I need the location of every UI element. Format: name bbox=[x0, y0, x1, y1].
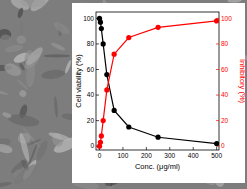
texture bbox=[44, 54, 71, 57]
texture bbox=[18, 89, 28, 99]
y2-tick bbox=[216, 120, 219, 121]
texture bbox=[52, 20, 72, 37]
y-tick-label: 80 bbox=[87, 40, 95, 47]
x-tick bbox=[122, 147, 123, 150]
plot-frame bbox=[96, 12, 219, 150]
y2-tick-label: 0 bbox=[221, 142, 225, 149]
y-tick bbox=[96, 120, 99, 121]
y2-tick bbox=[216, 95, 219, 96]
series-marker bbox=[112, 108, 117, 113]
series-marker bbox=[126, 35, 131, 40]
y-tick bbox=[96, 95, 99, 96]
inset-panel bbox=[72, 3, 245, 183]
texture bbox=[28, 143, 38, 166]
texture bbox=[0, 88, 9, 95]
y2-tick-label: 40 bbox=[221, 91, 229, 98]
series-marker bbox=[155, 25, 160, 30]
series-marker bbox=[112, 52, 117, 57]
background bbox=[0, 0, 247, 189]
texture bbox=[27, 138, 42, 146]
series-marker bbox=[214, 141, 219, 146]
texture bbox=[0, 181, 12, 189]
series-marker bbox=[155, 135, 160, 140]
y2-tick-label: 80 bbox=[221, 40, 229, 47]
x-tick-label: 100 bbox=[118, 152, 129, 159]
texture bbox=[16, 35, 26, 45]
texture bbox=[24, 45, 45, 67]
figure: 0 100 200 300 400 500 0 20 40 60 80 100 0 20 40 60 80 100… bbox=[0, 0, 247, 189]
series-marker bbox=[126, 124, 131, 129]
plot-area bbox=[97, 16, 219, 149]
texture bbox=[41, 68, 66, 80]
x-tick-label: 0 bbox=[98, 152, 102, 159]
texture bbox=[16, 78, 30, 91]
texture bbox=[54, 96, 59, 118]
x-tick bbox=[146, 147, 147, 150]
series-marker bbox=[99, 133, 104, 138]
y-tick-label: 40 bbox=[87, 91, 95, 98]
texture bbox=[2, 111, 12, 118]
y2-tick bbox=[216, 69, 219, 70]
texture bbox=[0, 142, 13, 154]
series-marker bbox=[104, 87, 109, 92]
x-axis-title: Conc. (μg/ml) bbox=[135, 162, 181, 171]
series-marker bbox=[98, 140, 103, 145]
series-marker bbox=[101, 118, 106, 123]
texture bbox=[48, 131, 71, 143]
y-tick-label: 100 bbox=[83, 15, 94, 22]
x-tick-label: 300 bbox=[164, 152, 175, 159]
y-tick-label: 0 bbox=[90, 142, 94, 149]
x-tick bbox=[216, 147, 217, 150]
x-tick-label: 200 bbox=[141, 152, 152, 159]
y-axis-title: Cell viability (%) bbox=[74, 54, 83, 108]
series-marker bbox=[99, 26, 104, 31]
y2-tick bbox=[216, 43, 219, 44]
sem-background bbox=[0, 0, 247, 189]
texture bbox=[0, 32, 15, 48]
texture bbox=[227, 0, 241, 3]
texture bbox=[64, 59, 72, 74]
y2-axis-title: Inhibitory (%) bbox=[238, 59, 247, 104]
texture bbox=[17, 7, 25, 19]
y2-tick-label: 100 bbox=[221, 15, 232, 22]
texture bbox=[7, 112, 40, 128]
x-tick-label: 400 bbox=[188, 152, 199, 159]
texture bbox=[11, 161, 39, 186]
texture bbox=[50, 41, 66, 52]
y-tick-label: 60 bbox=[87, 66, 95, 73]
y-tick bbox=[96, 43, 99, 44]
x-tick-label: 500 bbox=[211, 152, 222, 159]
x-tick bbox=[169, 147, 170, 150]
series-marker bbox=[104, 72, 109, 77]
y2-tick-label: 20 bbox=[221, 117, 229, 124]
texture bbox=[20, 0, 46, 8]
root: 0 100 200 300 400 500 0 20 40 60 80 100 0 20 40 60 80 100… bbox=[0, 0, 247, 189]
texture bbox=[18, 132, 31, 162]
x-tick bbox=[193, 147, 194, 150]
series-line bbox=[100, 21, 217, 146]
y2-tick-label: 60 bbox=[221, 66, 229, 73]
series-marker bbox=[98, 20, 103, 25]
texture bbox=[35, 139, 50, 161]
series-marker bbox=[101, 41, 106, 46]
y-tick-label: 20 bbox=[87, 117, 95, 124]
series-line bbox=[100, 18, 217, 143]
y-tick bbox=[96, 69, 99, 70]
series-marker bbox=[214, 18, 219, 23]
